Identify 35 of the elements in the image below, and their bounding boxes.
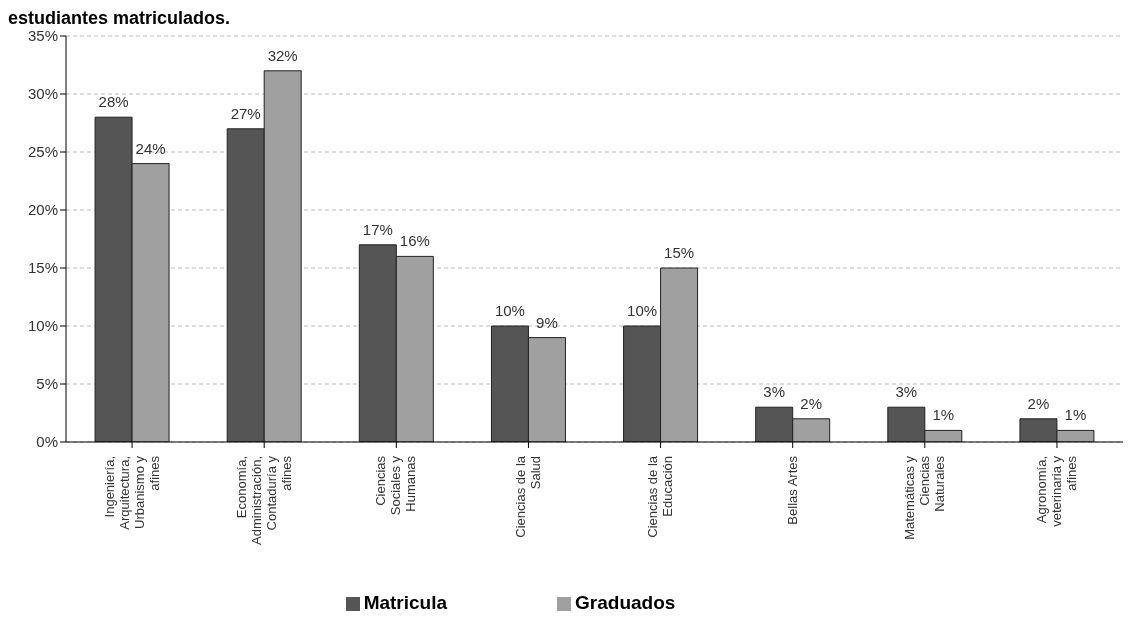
- data-label: 2%: [1027, 394, 1050, 412]
- x-tick-label: Ciencias de la Salud: [512, 455, 543, 538]
- chart-title: estudiantes matriculados.: [8, 8, 232, 28]
- y-tick-label: 30%: [27, 85, 58, 103]
- data-label: 24%: [135, 139, 166, 157]
- y-tick-label: 5%: [36, 375, 58, 393]
- data-label: 3%: [895, 383, 918, 401]
- data-label: 10%: [494, 302, 525, 319]
- x-tick-label: Bellas Artes: [784, 455, 800, 525]
- x-tick-label: Ciencias de la Educación: [645, 455, 676, 538]
- data-label: 32%: [267, 46, 298, 64]
- x-tick-label: Agronomía, veterinaria y afines: [1033, 455, 1079, 527]
- data-label: 2%: [800, 394, 823, 412]
- data-label: 3%: [763, 383, 786, 401]
- y-tick-label: 25%: [27, 143, 58, 161]
- x-tick-label: Economía, Administración, Contaduría y afines: [233, 455, 294, 545]
- data-label: 15%: [664, 244, 695, 261]
- x-tick-label: Ciencias Sociales y Humanas: [373, 455, 419, 516]
- data-label: 1%: [1064, 406, 1087, 424]
- data-label: 9%: [536, 313, 558, 331]
- y-tick-label: 35%: [27, 27, 58, 45]
- data-label: 27%: [230, 104, 261, 122]
- data-label: 28%: [98, 93, 129, 111]
- y-tick-label: 15%: [27, 259, 58, 277]
- data-label: 17%: [362, 220, 393, 238]
- legend-label: Graduados: [575, 592, 676, 613]
- y-tick-label: 20%: [27, 201, 58, 219]
- y-tick-label: 10%: [27, 317, 58, 335]
- x-tick-label: Matemáticas y Ciencias Naturales: [901, 455, 947, 540]
- data-label: 1%: [932, 406, 955, 424]
- data-label: 16%: [399, 232, 430, 250]
- x-tick-label: Ingeniería, Arquitectura, Urbanismo y afines: [101, 455, 162, 530]
- legend-label: Matricula: [363, 592, 448, 613]
- data-label: 10%: [627, 302, 658, 319]
- y-tick-label: 0%: [36, 433, 58, 451]
